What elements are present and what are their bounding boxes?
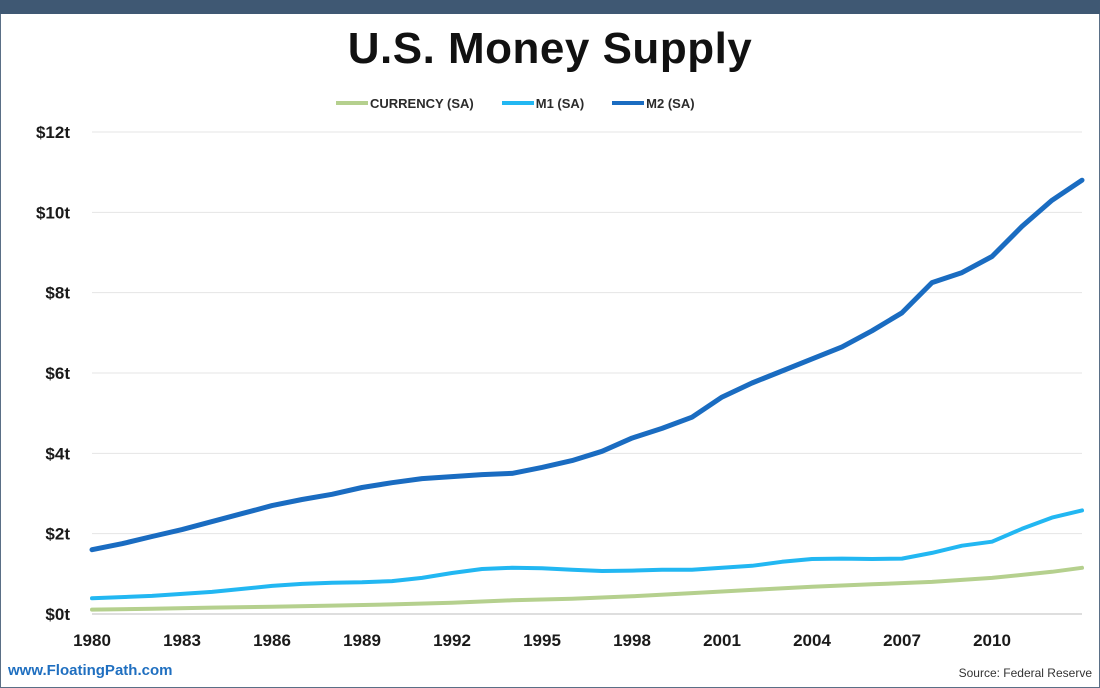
- x-tick-label-2: 1986: [253, 631, 291, 650]
- legend-swatch-currency: [336, 101, 368, 105]
- x-tick-label-5: 1995: [523, 631, 561, 650]
- x-tick-label-0: 1980: [73, 631, 111, 650]
- legend-swatch-m1: [501, 101, 534, 105]
- x-tick-label-10: 2010: [973, 631, 1011, 650]
- legend-item-m2: M2 (SA): [612, 95, 695, 111]
- x-tick-label-6: 1998: [613, 631, 651, 650]
- x-tick-label-8: 2004: [793, 631, 831, 650]
- legend-label-m2: M2 (SA): [646, 95, 695, 111]
- x-tick-label-9: 2007: [883, 631, 921, 650]
- series-line-m1: [90, 508, 1084, 601]
- y-tick-label-1: $2t: [45, 525, 70, 544]
- y-tick-label-2: $4t: [45, 444, 70, 463]
- x-tick-label-1: 1983: [163, 631, 201, 650]
- top-accent-bar: [0, 0, 1100, 14]
- y-tick-label-0: $0t: [45, 605, 70, 624]
- chart-title: U.S. Money Supply: [347, 24, 753, 73]
- legend-swatch-m2: [612, 101, 645, 105]
- site-watermark: www.FloatingPath.com: [8, 662, 173, 679]
- x-tick-label-4: 1992: [433, 631, 471, 650]
- legend-label-currency: CURRENCY (SA): [370, 95, 474, 111]
- y-tick-label-5: $10t: [36, 203, 70, 222]
- y-tick-label-4: $8t: [45, 284, 70, 303]
- chart-legend: CURRENCY (SA) M1 (SA) M2 (SA): [336, 92, 723, 114]
- series-line-currency: [90, 565, 1084, 612]
- x-tick-label-7: 2001: [703, 631, 741, 650]
- source-note: Source: Federal Reserve: [958, 666, 1092, 680]
- x-tick-label-3: 1989: [343, 631, 381, 650]
- y-tick-label-6: $12t: [36, 123, 70, 142]
- y-tick-label-3: $6t: [45, 364, 70, 383]
- legend-item-m1: M1 (SA): [501, 95, 585, 111]
- series-line-m2: [89, 177, 1085, 553]
- legend-item-currency: CURRENCY (SA): [336, 96, 474, 111]
- legend-label-m1: M1 (SA): [535, 95, 585, 111]
